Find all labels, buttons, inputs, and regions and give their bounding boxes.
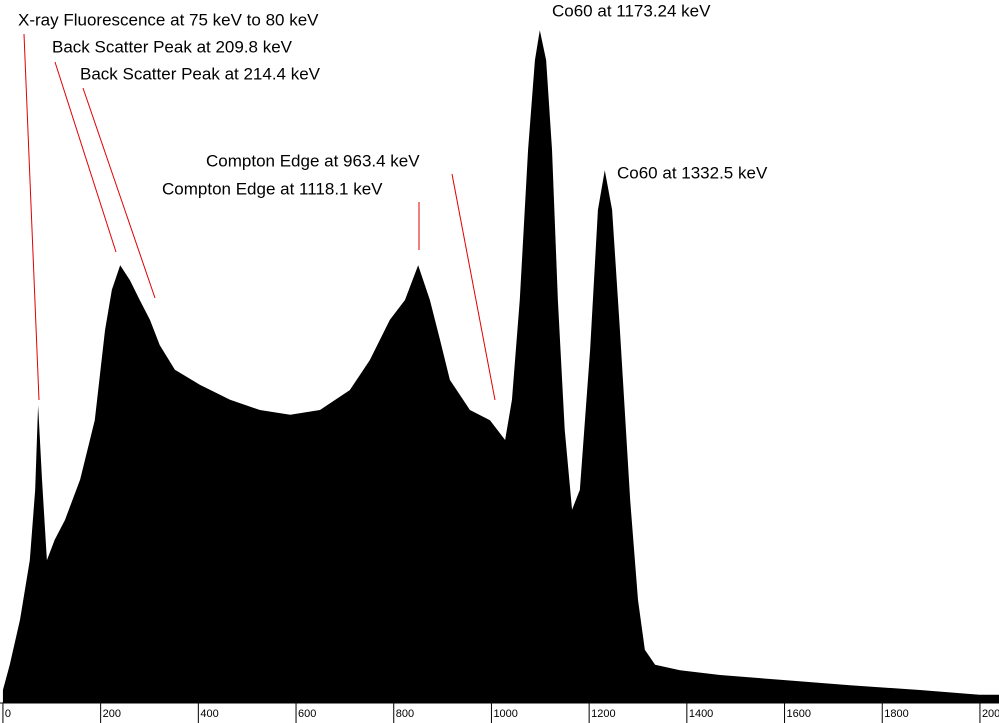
leader-line bbox=[82, 87, 156, 299]
leader-line bbox=[23, 33, 40, 401]
x-tick-label: 1000 bbox=[493, 708, 517, 720]
x-tick-label: 1800 bbox=[884, 708, 908, 720]
x-tick-label: 600 bbox=[298, 708, 316, 720]
leader-line bbox=[54, 61, 117, 253]
x-tick-label: 1400 bbox=[689, 708, 713, 720]
annotation: Back Scatter Peak at 214.4 keV bbox=[80, 64, 321, 83]
annotation: Compton Edge at 963.4 keV bbox=[206, 151, 420, 170]
annotation: Co60 at 1173.24 keV bbox=[552, 1, 711, 20]
leader-lines bbox=[23, 33, 496, 401]
x-tick-label: 200 bbox=[103, 708, 121, 720]
annotation: Back Scatter Peak at 209.8 keV bbox=[52, 37, 293, 56]
x-tick-label: 800 bbox=[396, 708, 414, 720]
plot bbox=[2, 30, 999, 703]
x-tick-label: 400 bbox=[200, 708, 218, 720]
spectrum-area bbox=[2, 30, 999, 703]
annotation: Compton Edge at 1118.1 keV bbox=[162, 179, 383, 198]
annotation: X-ray Fluorescence at 75 keV to 80 keV bbox=[18, 10, 319, 29]
annotation: Co60 at 1332.5 keV bbox=[617, 163, 768, 182]
x-tick-label: 0 bbox=[5, 708, 11, 720]
x-tick-label: 2000 bbox=[982, 708, 999, 720]
leader-line bbox=[451, 173, 496, 401]
x-tick-label: 1600 bbox=[787, 708, 811, 720]
x-tick-label: 1200 bbox=[591, 708, 615, 720]
